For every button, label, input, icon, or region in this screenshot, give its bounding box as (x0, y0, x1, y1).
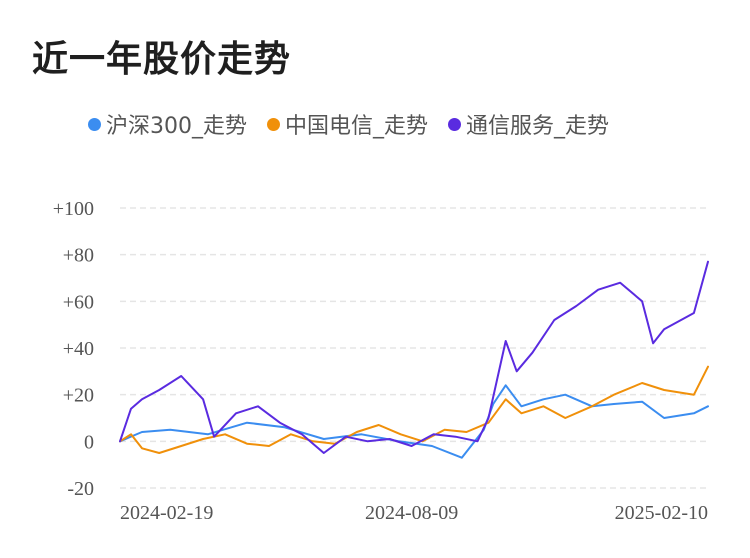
legend-label-hs300: 沪深300_走势 (106, 114, 247, 139)
x-tick-label: 2025-02-10 (615, 502, 708, 524)
legend-item-telecom-services[interactable]: 通信服务_走势 (448, 108, 609, 140)
legend-label-china-telecom: 中国电信_走势 (285, 114, 429, 139)
x-tick-label: 2024-02-19 (120, 502, 213, 524)
y-tick-label: +100 (53, 198, 94, 220)
chart-legend: 沪深300_走势 中国电信_走势 通信服务_走势 (88, 108, 629, 140)
y-tick-label: -20 (67, 478, 94, 500)
series-line-2 (119, 260, 709, 454)
series-line-1 (119, 365, 709, 454)
legend-item-china-telecom[interactable]: 中国电信_走势 (267, 108, 428, 140)
y-tick-label: +40 (63, 338, 94, 360)
legend-dot-icon (448, 117, 462, 131)
legend-dot-icon (88, 117, 101, 131)
legend-item-hs300[interactable]: 沪深300_走势 (88, 108, 247, 140)
legend-label-telecom-services: 通信服务_走势 (466, 114, 610, 139)
legend-dot-icon (267, 117, 280, 131)
y-tick-label: +60 (63, 291, 94, 313)
series-line-0 (119, 384, 709, 459)
y-tick-label: +20 (63, 385, 94, 407)
x-tick-label: 2024-08-09 (365, 502, 458, 524)
y-tick-label: +80 (63, 245, 94, 267)
chart-title: 近一年股价走势 (32, 39, 292, 80)
y-tick-label: 0 (84, 431, 94, 453)
